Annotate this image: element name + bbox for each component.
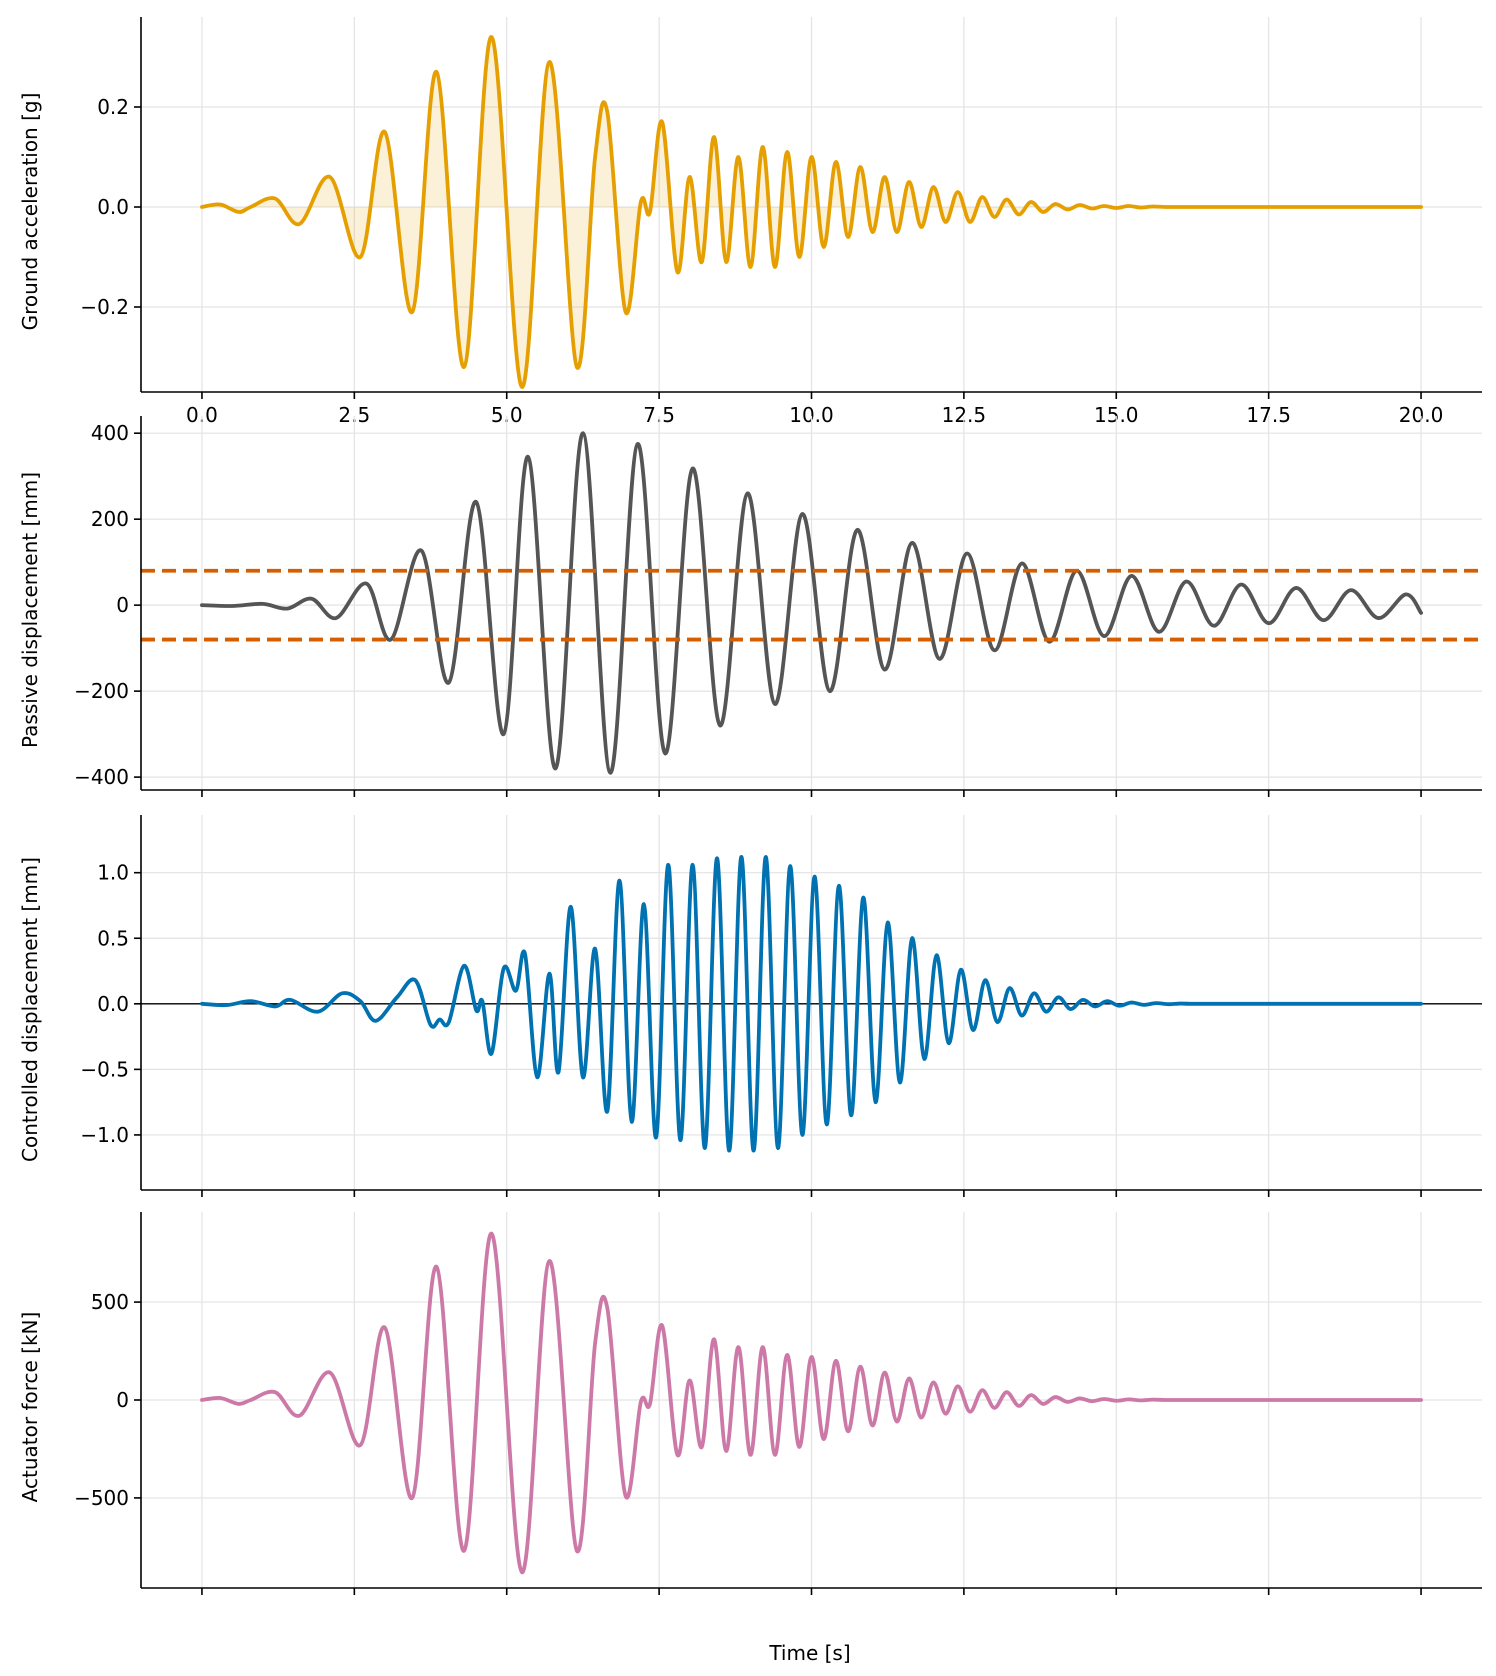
- y-tick-label: −400: [74, 765, 129, 789]
- y-tick-label: 0.5: [97, 926, 129, 950]
- panels: 0.0 2.5 5.0 7.5 10.0 12.5 15.0 17.5 20.0−0.20.00…: [18, 17, 1482, 1595]
- y-tick-label: 0: [116, 593, 129, 617]
- y-tick-label: 0.0: [97, 992, 129, 1016]
- panel-passive-displacement: −400 −200 0 200 400 Passive displacement [mm]: [18, 416, 1482, 797]
- y-axis-label: Actuator force [kN]: [18, 1312, 42, 1503]
- y-tick-label: 0: [116, 1388, 129, 1412]
- y-tick-label: 200: [91, 507, 129, 531]
- panel-actuator-force: −500 0 500 Actuator force [kN]: [18, 1212, 1482, 1595]
- y-axis-label: Controlled displacement [mm]: [18, 857, 42, 1162]
- x-axis-label: Time [s]: [768, 1641, 850, 1665]
- panel-ground-acceleration: 0.0 2.5 5.0 7.5 10.0 12.5 15.0 17.5 20.0−0.20.00…: [18, 17, 1482, 427]
- y-axis-label: Ground acceleration [g]: [18, 93, 42, 331]
- y-tick-label: −0.5: [80, 1057, 129, 1081]
- y-tick-label: 1.0: [97, 861, 129, 885]
- y-tick-label: −500: [74, 1486, 129, 1510]
- series-line: [200, 855, 1423, 1153]
- y-tick-label: −1.0: [80, 1123, 129, 1147]
- y-tick-label: 400: [91, 421, 129, 445]
- y-tick-label: −0.2: [80, 295, 129, 319]
- y-axis-label: Passive displacement [mm]: [18, 472, 42, 748]
- panel-controlled-displacement: −1.0 −0.5 0.0 0.5 1.0 Controlled displacement…: [18, 815, 1482, 1197]
- y-tick-label: 0.2: [97, 95, 129, 119]
- series-line: [200, 1231, 1423, 1575]
- y-tick-label: −200: [74, 679, 129, 703]
- y-tick-label: 0.0: [97, 195, 129, 219]
- y-tick-label: 500: [91, 1290, 129, 1314]
- series-line: [200, 35, 1423, 389]
